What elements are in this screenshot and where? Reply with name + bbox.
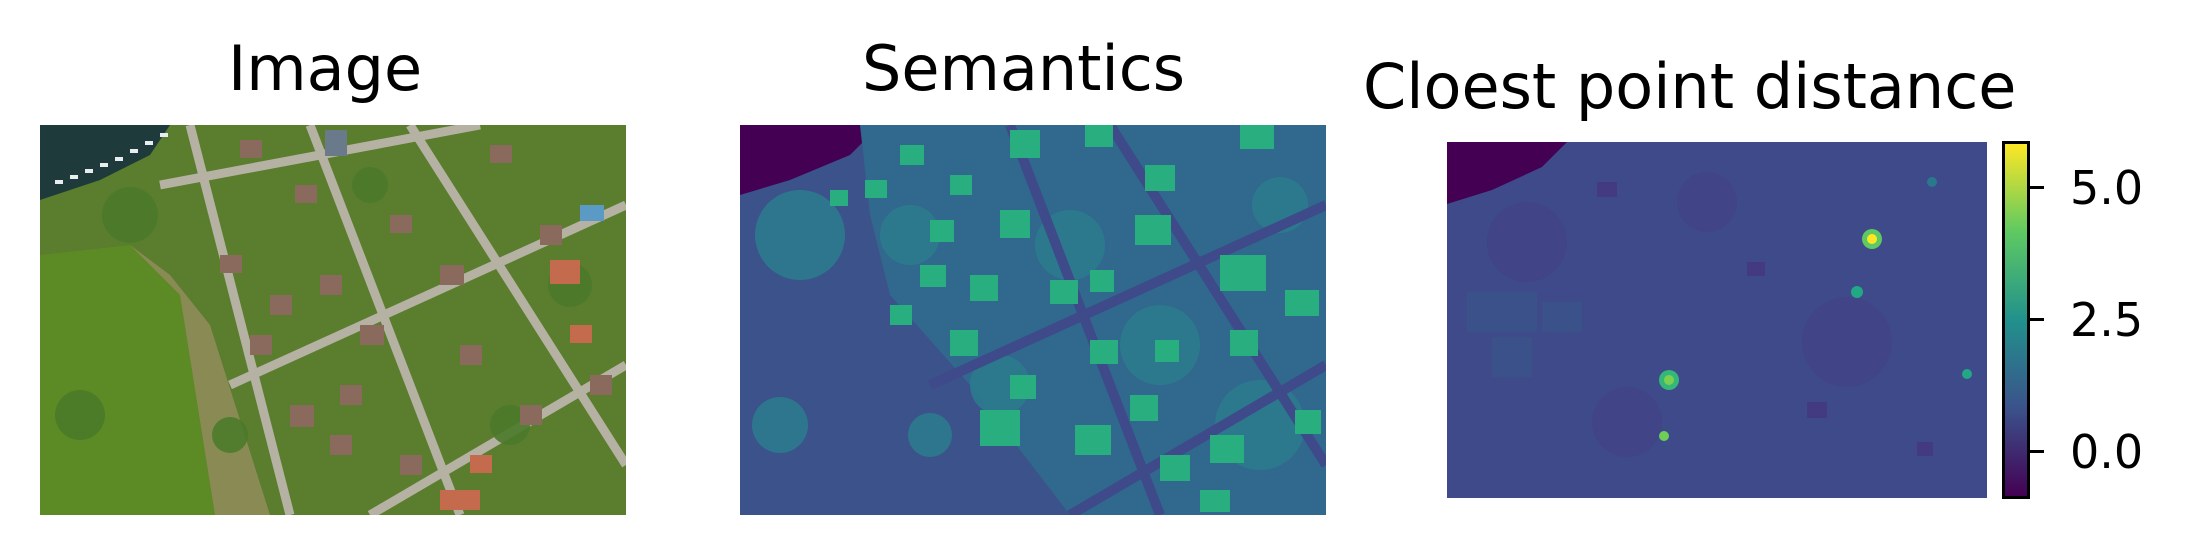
colorbar-tick-2-5	[2030, 318, 2044, 321]
colorbar-tick-5	[2030, 186, 2044, 189]
distance-map	[1447, 142, 1987, 498]
colorbar-tick-label-0: 0.0	[2070, 425, 2144, 479]
colorbar	[2002, 141, 2030, 499]
panel-title-image: Image	[228, 32, 423, 105]
colorbar-tick-0	[2030, 450, 2044, 453]
panel-title-semantics: Semantics	[862, 32, 1186, 105]
semantics-map	[740, 125, 1326, 515]
aerial-image	[40, 125, 626, 515]
colorbar-tick-label-2-5: 2.5	[2070, 293, 2144, 347]
colorbar-tick-label-5: 5.0	[2070, 161, 2144, 215]
panel-title-distance: Cloest point distance	[1363, 50, 2017, 123]
